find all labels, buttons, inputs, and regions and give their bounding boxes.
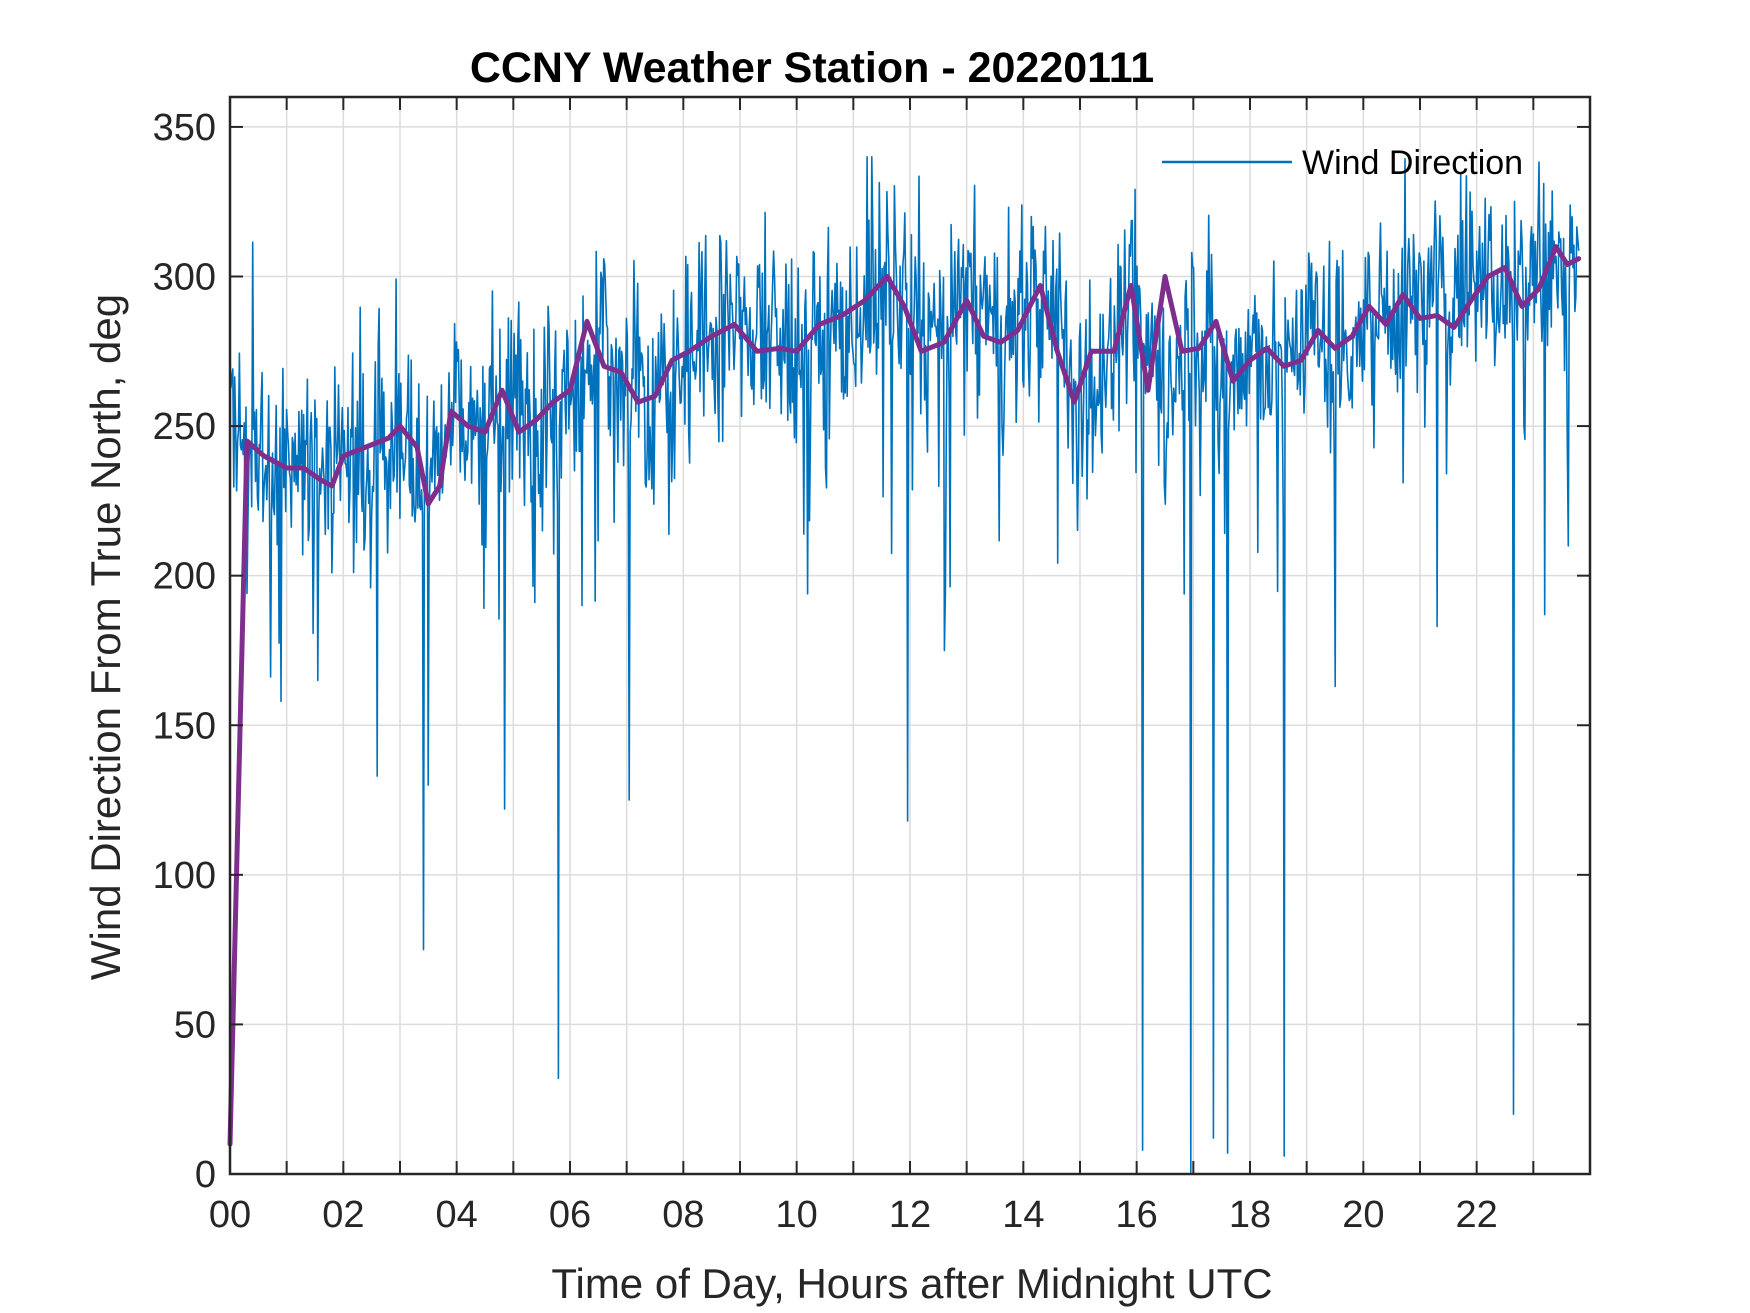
axes-area: 00 02 04 06 08 10 12 14 16 18 20 22 0 50 100 150 200 250 3…: [153, 95, 1592, 1236]
y-tick-label: 0: [195, 1154, 216, 1196]
y-tick-label: 150: [153, 705, 216, 747]
legend-label-wind-direction: Wind Direction: [1302, 144, 1523, 182]
x-tick-label: 06: [549, 1194, 591, 1236]
x-tick-label: 20: [1342, 1194, 1384, 1236]
y-tick-label: 200: [153, 556, 216, 598]
x-tick-label: 08: [662, 1194, 704, 1236]
chart-title: CCNY Weather Station - 20220111: [470, 44, 1154, 92]
x-tick-label: 00: [209, 1194, 251, 1236]
x-tick-label: 02: [322, 1194, 364, 1236]
y-tick-label: 100: [153, 855, 216, 897]
y-tick-label: 300: [153, 257, 216, 299]
x-tick-label: 16: [1116, 1194, 1158, 1236]
x-axis-label: Time of Day, Hours after Midnight UTC: [551, 1260, 1272, 1307]
x-tick-label: 18: [1229, 1194, 1271, 1236]
y-axis-label: Wind Direction From True North, deg: [82, 294, 129, 980]
y-tick-label: 50: [174, 1004, 216, 1046]
x-tick-label: 10: [776, 1194, 818, 1236]
y-tick-label: 250: [153, 406, 216, 448]
x-tick-label: 04: [436, 1194, 478, 1236]
legend: Wind Direction: [1162, 144, 1523, 182]
x-tick-label: 12: [889, 1194, 931, 1236]
series-line-running-mean: [227, 244, 1582, 1147]
y-tick-label: 350: [153, 107, 216, 149]
x-tick-label: 14: [1002, 1194, 1044, 1236]
x-tick-label: 22: [1456, 1194, 1498, 1236]
